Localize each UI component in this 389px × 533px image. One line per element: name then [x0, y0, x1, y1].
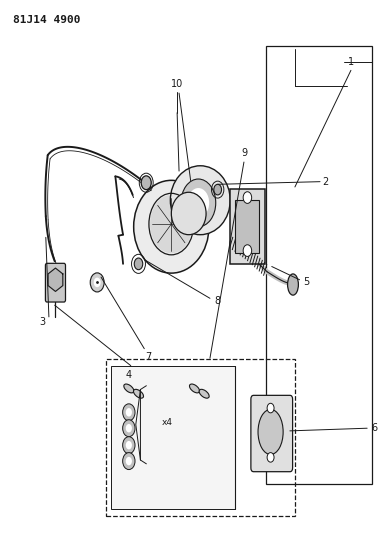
FancyBboxPatch shape [235, 200, 259, 253]
Ellipse shape [171, 192, 206, 235]
Circle shape [126, 441, 132, 449]
Circle shape [181, 179, 216, 227]
FancyBboxPatch shape [251, 395, 293, 472]
Circle shape [123, 453, 135, 470]
Circle shape [150, 195, 193, 253]
Text: x4: x4 [162, 418, 173, 427]
Circle shape [141, 176, 151, 190]
Text: 8: 8 [215, 296, 221, 306]
Circle shape [267, 403, 274, 413]
Ellipse shape [124, 384, 134, 393]
Ellipse shape [170, 166, 230, 235]
Polygon shape [48, 268, 63, 292]
Bar [112, 366, 235, 510]
Text: 7: 7 [145, 352, 151, 361]
Ellipse shape [258, 409, 283, 455]
Circle shape [126, 408, 132, 417]
Circle shape [243, 192, 252, 204]
Text: 9: 9 [242, 148, 248, 158]
Ellipse shape [199, 389, 209, 398]
Circle shape [214, 184, 222, 195]
Circle shape [187, 188, 209, 217]
FancyBboxPatch shape [230, 189, 265, 264]
Text: 6: 6 [371, 423, 377, 433]
Circle shape [123, 419, 135, 437]
Circle shape [94, 278, 101, 287]
Ellipse shape [189, 384, 200, 393]
Circle shape [267, 453, 274, 462]
Text: 3: 3 [39, 317, 45, 327]
Ellipse shape [134, 180, 209, 273]
Ellipse shape [287, 274, 298, 295]
Text: 5: 5 [303, 277, 310, 287]
Text: 1: 1 [348, 58, 354, 67]
Circle shape [243, 245, 252, 256]
Text: 81J14 4900: 81J14 4900 [13, 14, 81, 25]
Circle shape [90, 273, 104, 292]
Text: 10: 10 [171, 78, 183, 88]
Circle shape [123, 437, 135, 454]
Circle shape [126, 424, 132, 432]
FancyBboxPatch shape [46, 263, 65, 302]
Bar [266, 46, 372, 484]
Bar [106, 359, 295, 516]
Text: 2: 2 [323, 176, 329, 187]
Text: 4: 4 [126, 370, 132, 380]
Circle shape [123, 404, 135, 421]
Ellipse shape [133, 389, 144, 398]
Circle shape [126, 457, 132, 465]
Circle shape [134, 258, 143, 270]
